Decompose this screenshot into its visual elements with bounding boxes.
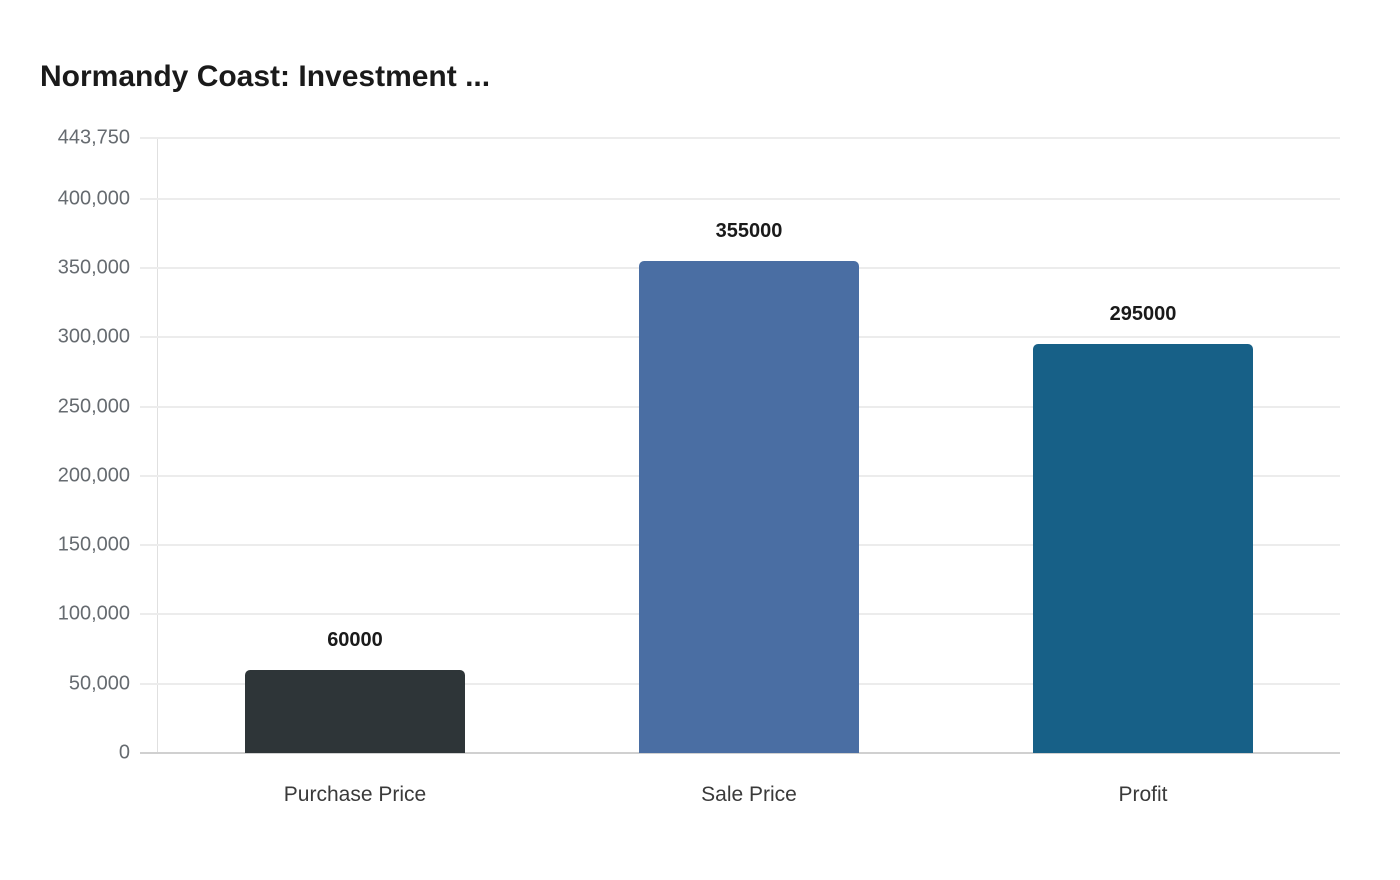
y-tick-label: 400,000 bbox=[57, 187, 130, 210]
y-tick-label: 350,000 bbox=[57, 256, 130, 279]
bar-sale-price[interactable] bbox=[639, 261, 859, 753]
bar-profit[interactable] bbox=[1033, 344, 1253, 753]
bar-value-label: 295000 bbox=[1109, 303, 1177, 326]
y-tick-label: 100,000 bbox=[57, 602, 130, 625]
y-tick-label: 300,000 bbox=[57, 325, 130, 348]
chart-title: Normandy Coast: Investment ... bbox=[40, 60, 491, 93]
bar-value-label: 60000 bbox=[327, 628, 383, 651]
bar-value-label: 355000 bbox=[715, 220, 783, 242]
x-tick-label: Purchase Price bbox=[283, 783, 427, 806]
y-tick-label: 200,000 bbox=[57, 464, 130, 487]
gridline bbox=[140, 197, 1340, 200]
x-axis-line bbox=[140, 752, 1340, 754]
y-tick-label: 50,000 bbox=[68, 672, 130, 695]
x-tick-label: Profit bbox=[1118, 783, 1168, 806]
gridline bbox=[140, 137, 1340, 139]
y-tick-label: 443,750 bbox=[57, 126, 130, 149]
y-tick-label: 0 bbox=[118, 741, 130, 764]
y-tick-label: 150,000 bbox=[57, 533, 130, 556]
bar-purchase-price[interactable] bbox=[245, 669, 465, 753]
y-tick-label: 250,000 bbox=[57, 395, 130, 418]
x-tick-label: Sale Price bbox=[701, 783, 797, 806]
y-axis-line bbox=[157, 137, 158, 754]
